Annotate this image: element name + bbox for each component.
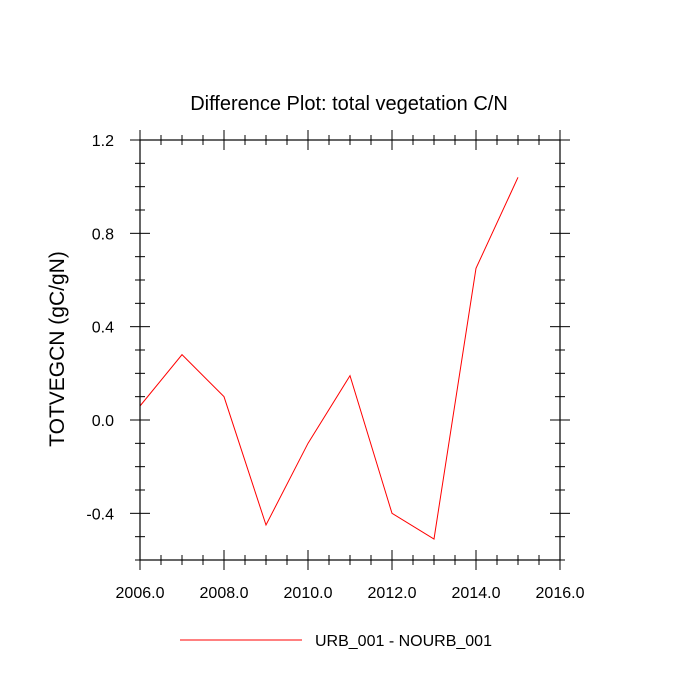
tick-labels: 2006.0 2008.0 2010.0 2012.0 2014.0 2016.0 -0.4… — [86, 133, 584, 602]
axis-ticks — [130, 130, 570, 570]
plot-frame — [139, 139, 561, 561]
series-line-0 — [139, 177, 519, 540]
x-tick-label: 2008.0 — [200, 585, 249, 602]
x-tick-label: 2014.0 — [452, 585, 501, 602]
legend-label: URB_001 - NOURB_001 — [315, 633, 492, 650]
legend: URB_001 - NOURB_001 — [180, 633, 492, 650]
y-tick-label: 1.2 — [92, 133, 114, 150]
chart-title: Difference Plot: total vegetation C/N — [190, 93, 508, 115]
x-tick-label: 2012.0 — [368, 585, 417, 602]
x-tick-label: 2016.0 — [536, 585, 585, 602]
y-tick-label: -0.4 — [86, 506, 114, 523]
y-axis-title: TOTVEGCN (gC/gN) — [46, 251, 69, 447]
y-tick-label: 0.8 — [92, 226, 114, 243]
y-tick-label: 0.4 — [92, 320, 114, 337]
y-tick-label: 0.0 — [92, 413, 114, 430]
series-layer — [139, 177, 519, 540]
x-tick-label: 2010.0 — [284, 585, 333, 602]
x-tick-label: 2006.0 — [116, 585, 165, 602]
